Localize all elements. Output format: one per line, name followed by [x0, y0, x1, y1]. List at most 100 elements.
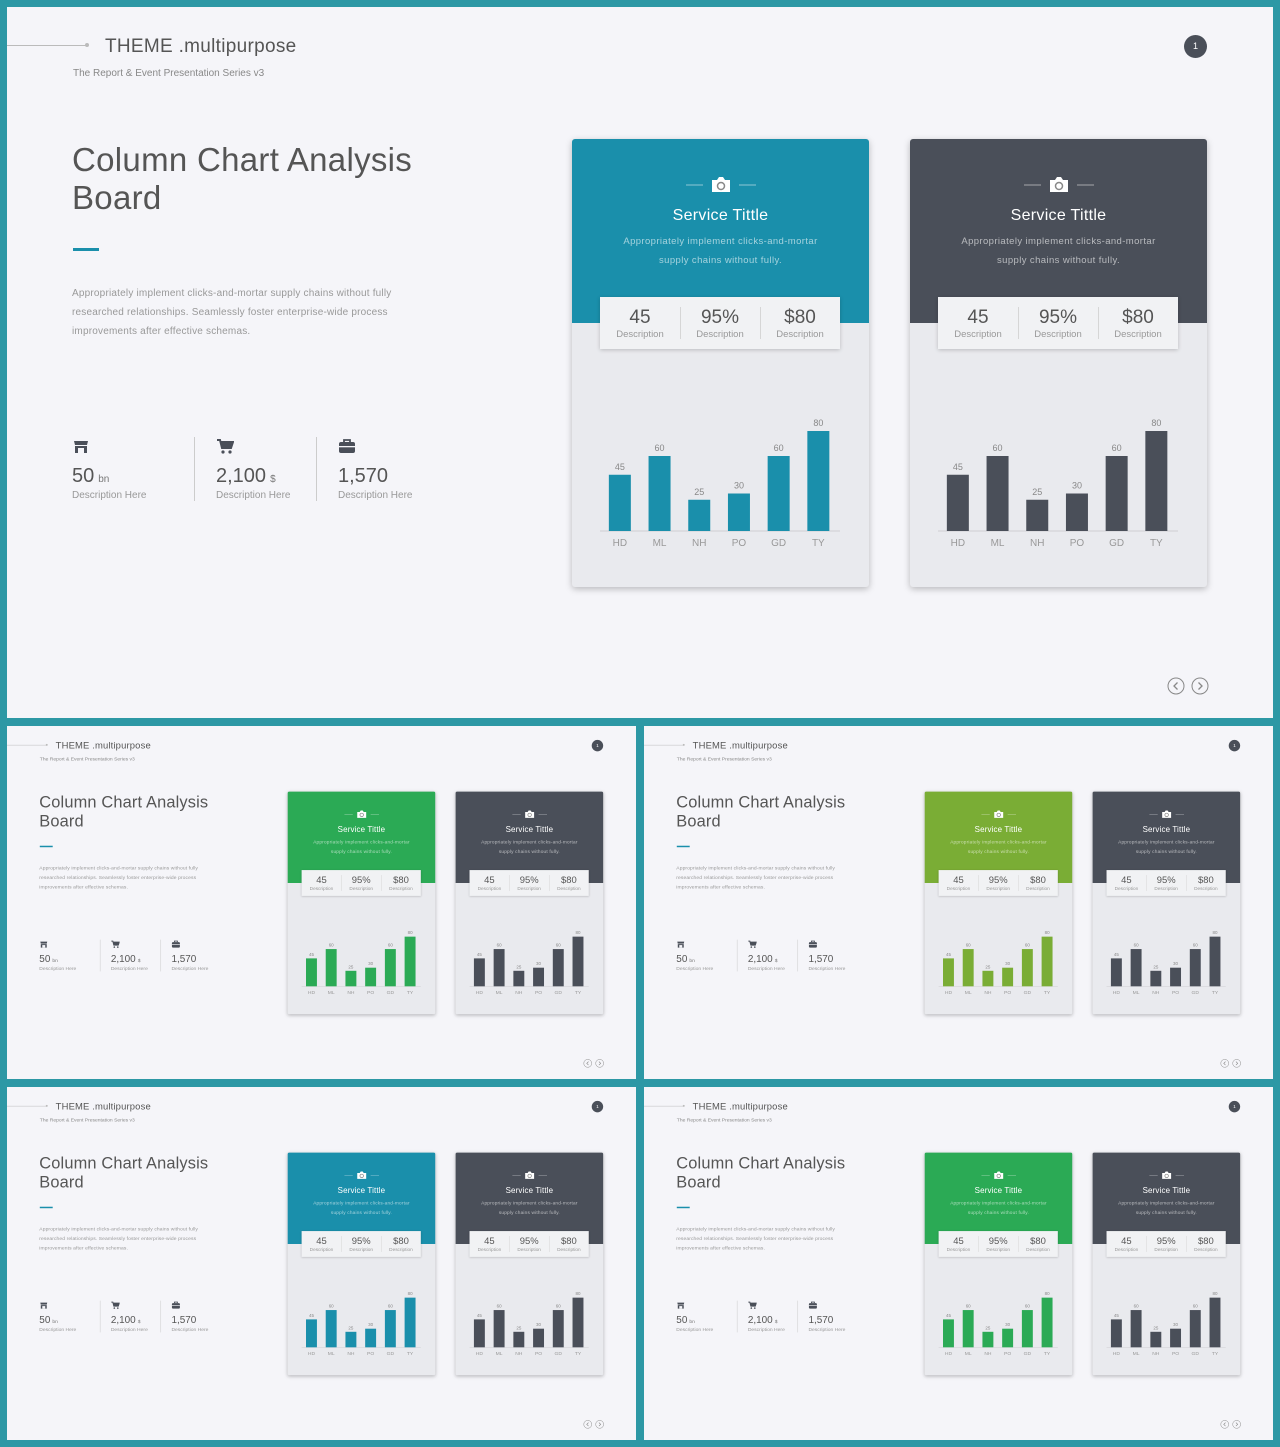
camera-icon [511, 1171, 547, 1179]
service-card-title: Service Tittle [505, 1186, 554, 1195]
kpi-item: 95% Description [978, 1231, 1018, 1257]
service-card: Service Tittle Appropriately implement c… [455, 1152, 604, 1376]
previous-slide-button[interactable] [1220, 1059, 1229, 1068]
kpi-value: 45 [1121, 875, 1132, 886]
service-card-title: Service Tittle [672, 207, 769, 224]
kpi-label: Description [776, 329, 824, 340]
previous-slide-button[interactable] [1167, 677, 1185, 695]
service-card-title: Service Tittle [974, 1186, 1023, 1195]
slide-thumbnail[interactable]: THEME .multipurpose The Report & Event P… [644, 726, 1273, 1079]
chart-category-label: NH [1152, 1351, 1160, 1357]
service-card-title: Service Tittle [974, 825, 1023, 834]
stat-value: 50 [39, 953, 51, 965]
service-card-title: Service Tittle [1142, 825, 1191, 834]
kpi-box: 45 Description 95% Description $80 Descript… [469, 870, 589, 896]
kpi-value: 95% [1038, 307, 1078, 328]
slide-description: Appropriately implement clicks-and-morta… [39, 865, 199, 890]
chart-data-label: 45 [477, 952, 482, 957]
service-card: Service Tittle Appropriately implement c… [455, 791, 604, 1015]
chart-data-label: 25 [1153, 964, 1158, 969]
kpi-value: 45 [953, 1236, 964, 1247]
chart-category-label: NH [984, 1351, 992, 1357]
chart-data-label: 60 [1112, 443, 1122, 453]
kpi-label: Description [986, 885, 1011, 892]
chart-bar [345, 1331, 357, 1348]
chart-category-label: ML [965, 1351, 972, 1357]
chart-data-label: 25 [516, 964, 521, 969]
kpi-item: 95% Description [1146, 870, 1186, 896]
kpi-label: Description [477, 1246, 502, 1253]
chart-bar [473, 1319, 485, 1348]
chart-category-label: GD [1192, 1351, 1200, 1357]
chart-bar [384, 1310, 396, 1348]
camera-icon [1148, 810, 1184, 818]
slide-navigation [583, 1059, 604, 1068]
service-card: Service Tittle Appropriately implement c… [1092, 1152, 1241, 1376]
chart-category-label: TY [407, 990, 414, 996]
previous-slide-button[interactable] [583, 1420, 592, 1429]
next-slide-button[interactable] [595, 1420, 604, 1429]
kpi-label: Description [349, 885, 374, 892]
slide-thumbnail[interactable]: THEME .multipurpose The Report & Event P… [7, 726, 636, 1079]
kpi-box: 45 Description 95% Description $80 Descript… [469, 1231, 589, 1257]
kpi-item: $80 Description [549, 870, 589, 896]
slide-thumbnail[interactable]: THEME .multipurpose The Report & Event P… [7, 1087, 636, 1440]
chart-category-label: NH [347, 1351, 355, 1357]
previous-slide-button[interactable] [1220, 1420, 1229, 1429]
next-slide-button[interactable] [595, 1059, 604, 1068]
kpi-value: 95% [519, 1236, 539, 1247]
kpi-value: $80 [561, 1236, 577, 1247]
chart-data-label: 45 [946, 952, 951, 957]
chart-bar [727, 493, 750, 531]
kpi-value: $80 [561, 875, 577, 886]
chart-category-label: GD [555, 990, 563, 996]
kpi-item: $80 Description [1186, 870, 1226, 896]
kpi-value: 95% [351, 875, 371, 886]
stat-label: Description Here [676, 1326, 714, 1333]
service-card-title: Service Tittle [337, 825, 386, 834]
slide-thumbnail[interactable]: THEME .multipurpose The Report & Event P… [644, 1087, 1273, 1440]
next-slide-button[interactable] [1232, 1420, 1241, 1429]
service-card-header: Service Tittle Appropriately implement c… [455, 791, 604, 883]
kpi-item: 45 Description [939, 1231, 979, 1257]
chart-bar [1130, 949, 1142, 987]
next-slide-button[interactable] [1191, 677, 1209, 695]
stat-value: 1,570 [171, 1314, 197, 1326]
chevron-left-icon [1220, 1059, 1229, 1068]
chart-bar [946, 474, 969, 531]
kpi-value: 45 [484, 875, 495, 886]
briefcase-icon [171, 940, 180, 948]
next-slide-button[interactable] [1232, 1059, 1241, 1068]
camera-icon [1148, 1171, 1184, 1179]
chart-data-label: 80 [1151, 418, 1161, 428]
chart-bar [552, 949, 564, 987]
page-number-badge: 1 [1228, 739, 1241, 752]
kpi-label: Description [616, 329, 664, 340]
chart-category-label: TY [812, 538, 825, 549]
chart-bar [608, 474, 631, 531]
kpi-value: 95% [988, 1236, 1008, 1247]
chart-bar [1209, 936, 1221, 987]
chart-data-label: 30 [1173, 1322, 1178, 1327]
chart-data-label: 45 [946, 1313, 951, 1318]
chart-category-label: GD [555, 1351, 563, 1357]
kpi-box: 45 Description 95% Description $80 Descript… [938, 870, 1058, 896]
chart-category-label: GD [1109, 538, 1124, 549]
slide-description: Appropriately implement clicks-and-morta… [676, 1226, 836, 1251]
chart-category-label: TY [575, 1351, 582, 1357]
brand-tagline: The Report & Event Presentation Series v… [39, 1117, 135, 1123]
chart-data-label: 60 [497, 943, 502, 948]
chart-category-label: ML [1133, 1351, 1140, 1357]
column-chart: 45 HD 60 ML 25 NH 30 PO 60 GD 80 TY [1106, 1291, 1226, 1357]
chart-bar [982, 970, 994, 987]
briefcase-icon [171, 1301, 180, 1309]
previous-slide-button[interactable] [583, 1059, 592, 1068]
chart-category-label: PO [1070, 538, 1085, 549]
brand-tagline: The Report & Event Presentation Series v… [39, 756, 135, 762]
page-number-badge: 1 [1228, 1100, 1241, 1113]
title-accent-line [676, 845, 690, 848]
chart-data-label: 30 [1005, 1322, 1010, 1327]
chart-bar [1041, 936, 1053, 987]
stat-label: Description Here [39, 965, 77, 972]
chart-category-label: HD [1113, 990, 1121, 996]
